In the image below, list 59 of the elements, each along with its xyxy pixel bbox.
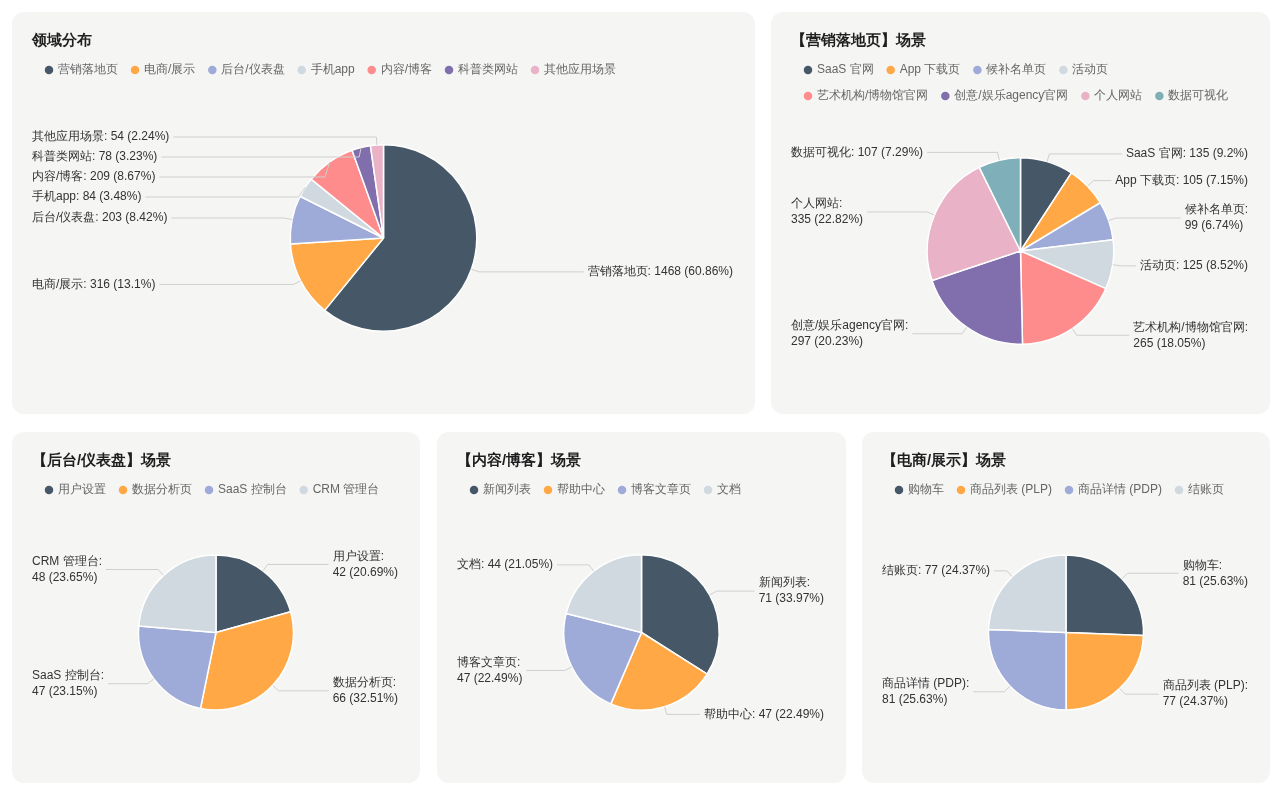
data-label: 购物车: 81 (25.63%)	[1182, 557, 1248, 588]
legend-label: 商品详情 (PDP)	[1078, 482, 1163, 497]
data-label: CRM 管理台: 48 (23.65%)	[32, 553, 102, 584]
data-label: 电商/展示: 316 (13.1%)	[32, 276, 156, 291]
data-label: 结账页: 77 (24.37%)	[882, 563, 991, 578]
legend-label: 艺术机构/博物馆官网	[817, 88, 929, 103]
chart-title: 【营销落地页】场景	[791, 31, 926, 49]
data-label: 其他应用场景: 54 (2.24%)	[32, 129, 170, 144]
legend-label: 活动页	[1072, 62, 1109, 77]
data-label: 个人网站: 335 (22.82%)	[791, 196, 864, 227]
data-label: 营销落地页: 1468 (60.86%)	[587, 264, 733, 279]
data-label: 用户设置: 42 (20.69%)	[332, 548, 398, 579]
chart-title: 【电商/展示】场景	[882, 451, 1007, 469]
legend-label: 候补名单页	[986, 62, 1047, 77]
legend-label: 内容/博客	[380, 62, 433, 77]
legend-label: App 下载页	[899, 62, 961, 77]
legend-label: 数据分析页	[132, 482, 192, 497]
data-label: 新闻列表: 71 (33.97%)	[758, 575, 824, 606]
legend-label: 其他应用场景	[544, 62, 617, 77]
legend-label: 购物车	[908, 482, 944, 497]
data-label: 文档: 44 (21.05%)	[457, 557, 554, 572]
data-label: 博客文章页: 47 (22.49%)	[457, 654, 523, 685]
legend-label: 后台/仪表盘	[221, 62, 285, 77]
data-label: SaaS 官网: 135 (9.2%)	[1125, 146, 1249, 161]
data-label: 手机app: 84 (3.48%)	[32, 189, 142, 204]
data-label: 创意/娱乐agency官网: 297 (20.23%)	[791, 318, 909, 349]
data-label: 帮助中心: 47 (22.49%)	[703, 706, 825, 721]
legend-label: 博客文章页	[631, 482, 691, 497]
data-label: 内容/博客: 209 (8.67%)	[32, 169, 156, 184]
data-label: 商品详情 (PDP): 81 (25.63%)	[882, 676, 970, 707]
legend-label: 科普类网站	[458, 62, 519, 77]
legend-label: 个人网站	[1094, 88, 1143, 103]
chart-title: 【内容/博客】场景	[457, 451, 582, 469]
data-label: 数据分析页: 66 (32.51%)	[332, 675, 398, 706]
data-label: 科普类网站: 78 (3.23%)	[32, 149, 158, 164]
data-label: 候补名单页: 99 (6.74%)	[1184, 202, 1249, 233]
legend-label: 创意/娱乐agency官网	[954, 88, 1069, 103]
chart-title: 【后台/仪表盘】场景	[32, 451, 172, 469]
data-label: 后台/仪表盘: 203 (8.42%)	[32, 210, 168, 225]
data-label: 艺术机构/博物馆官网: 265 (18.05%)	[1133, 319, 1248, 350]
data-label: 活动页: 125 (8.52%)	[1139, 258, 1249, 273]
legend-label: 结账页	[1188, 482, 1225, 497]
data-label: SaaS 控制台: 47 (23.15%)	[32, 668, 105, 699]
legend-label: SaaS 控制台	[218, 482, 287, 497]
data-label: 数据可视化: 107 (7.29%)	[791, 144, 924, 159]
legend-label: 数据可视化	[1168, 88, 1229, 103]
data-label: 商品列表 (PLP): 77 (24.37%)	[1162, 678, 1248, 709]
legend-label: SaaS 官网	[817, 62, 874, 77]
legend-label: 商品列表 (PLP)	[970, 482, 1053, 497]
legend-label: 营销落地页	[58, 62, 118, 77]
legend-label: CRM 管理台	[312, 482, 380, 497]
legend-label: 文档	[717, 482, 741, 497]
legend-label: 电商/展示	[144, 62, 196, 77]
legend-label: 用户设置	[58, 482, 106, 497]
legend-label: 手机app	[310, 62, 356, 77]
data-label: App 下载页: 105 (7.15%)	[1115, 172, 1249, 187]
legend-label: 帮助中心	[557, 482, 605, 497]
chart-title: 领域分布	[31, 31, 92, 49]
legend-label: 新闻列表	[483, 482, 531, 497]
